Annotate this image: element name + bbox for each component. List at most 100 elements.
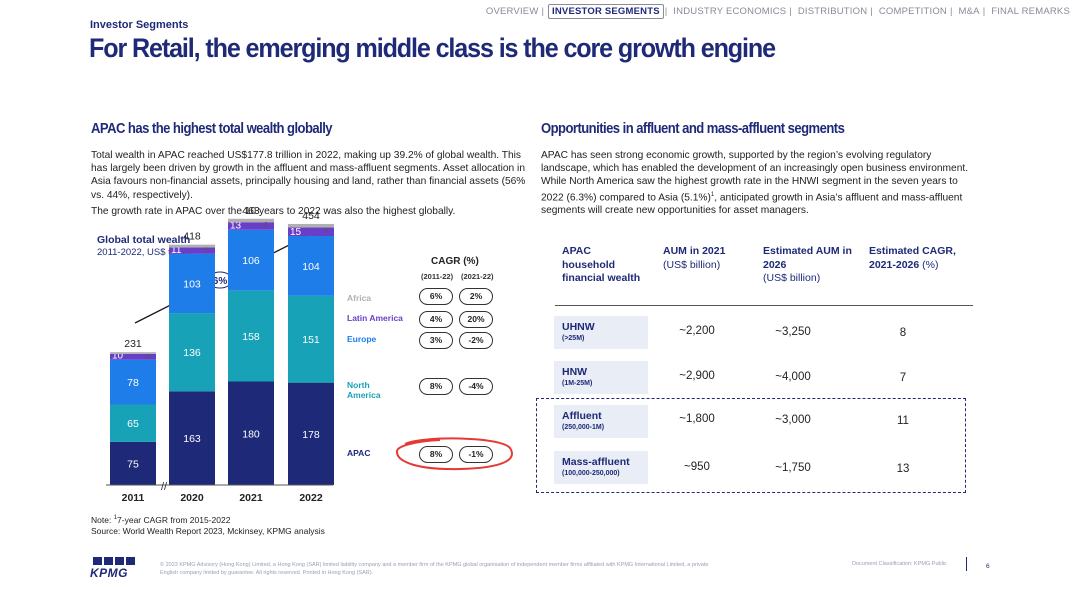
bar-value-europe-2021: 106 (242, 255, 260, 267)
uhnw-aum-2021: ~2,200 (679, 325, 715, 337)
nav-industry-economics[interactable]: INDUSTRY ECONOMICS (673, 6, 787, 17)
cagr-europe-2021-22: -2% (459, 332, 493, 349)
bar-segment-north-america-2020 (169, 313, 215, 392)
table-row-uhnw-label: UHNW (>25M) (554, 316, 648, 349)
bar-segment-apac-2011 (110, 441, 156, 485)
bar-segment-latin-america-2020 (169, 247, 215, 254)
segment-range: (>25M) (562, 335, 585, 342)
nav-separator: | (541, 6, 545, 17)
apac-highlight-circle (396, 437, 513, 471)
nav-separator: | (949, 6, 953, 17)
cagr-europe-2011-22: 3% (419, 332, 453, 349)
right-heading: Opportunities in affluent and mass-afflu… (541, 121, 845, 137)
segment-name: HNW (562, 366, 588, 378)
table-header-aum-2021-label: AUM in 2021 (663, 245, 726, 257)
nav-m-and-a[interactable]: M&A (958, 6, 980, 17)
affluent-cagr: 11 (897, 415, 909, 427)
segment-range: (1M-25M) (562, 380, 593, 387)
nav-distribution[interactable]: DISTRIBUTION (797, 6, 868, 17)
cagr-col1-label: (2011-22) (421, 272, 454, 281)
nav-final-remarks[interactable]: FINAL REMARKS (991, 6, 1070, 17)
right-paragraph: APAC has seen strong economic growth, su… (541, 149, 977, 217)
legend-apac: APAC (347, 448, 371, 458)
chart-source: Source: World Wealth Report 2023, Mckins… (91, 526, 325, 536)
segment-range: (100,000-250,000) (562, 470, 620, 477)
bar-segment-africa-2020 (169, 244, 215, 248)
nav-competition[interactable]: COMPETITION (878, 6, 947, 17)
legend-europe: Europe (347, 334, 377, 344)
hnw-aum-2026: ~4,000 (775, 371, 811, 383)
note-text: 7-year CAGR from 2015-2022 (117, 515, 231, 525)
cagr-title: CAGR (%) (431, 256, 479, 267)
mass-affluent-aum-2021: ~950 (684, 461, 710, 473)
bar-value-africa-2011: 3 (146, 354, 150, 361)
bar-segment-latin-america-2022 (288, 227, 334, 237)
bar-value-apac-2020: 163 (183, 433, 201, 445)
bar-segment-latin-america-2021 (228, 222, 274, 230)
right-paragraph-main: APAC has seen strong economic growth, su… (541, 150, 969, 203)
nav-separator: | (982, 6, 986, 17)
top-navigation: OVERVIEW | INVESTOR SEGMENTS | INDUSTRY EC… (484, 4, 1072, 19)
logo-text: KPMG (90, 566, 128, 580)
document-classification: Document Classification: KPMG Public (852, 561, 947, 567)
cagr-africa-2011-22: 6% (419, 288, 453, 305)
growth-label: 6% (213, 276, 228, 287)
bar-segment-apac-2021 (228, 381, 274, 485)
table-header-cagr-unit: (%) (922, 258, 939, 271)
left-paragraph-1: Total wealth in APAC reached US$177.8 tr… (91, 150, 526, 201)
bar-value-africa-2022: 6 (324, 227, 328, 234)
cagr-latam-2011-22: 4% (419, 311, 453, 328)
bar-segment-africa-2021 (228, 218, 274, 223)
footer-divider (966, 557, 967, 571)
right-paragraph-tail: , anticipated growth in Asia’s affluent … (541, 192, 963, 217)
table-header-aum-2026: Estimated AUM in 2026 (US$ billion) (763, 245, 853, 286)
bar-segment-europe-2011 (110, 359, 156, 405)
bar-value-latin-america-2020: 11 (171, 245, 182, 256)
bar-value-europe-2020: 103 (183, 278, 201, 290)
uhnw-aum-2026: ~3,250 (775, 326, 811, 338)
section-label: Investor Segments (90, 19, 189, 31)
cagr-apac-2011-22: 8% (419, 446, 453, 463)
bar-segment-europe-2022 (288, 236, 334, 296)
note-prefix: Note: (91, 515, 112, 525)
bar-value-apac-2021: 180 (242, 428, 260, 440)
left-heading: APAC has the highest total wealth global… (91, 121, 333, 137)
bar-value-north-america-2011: 65 (127, 418, 139, 430)
bar-value-apac-2011: 75 (127, 458, 139, 470)
bar-value-apac-2022: 178 (302, 429, 320, 441)
table-header-segment: APAC household financial wealth (562, 245, 641, 284)
bar-value-africa-2020: 5 (205, 248, 209, 255)
bar-segment-apac-2022 (288, 382, 334, 485)
bar-value-north-america-2020: 136 (183, 347, 201, 359)
logo-blocks-icon (93, 557, 135, 565)
affluent-aum-2026: ~3,000 (775, 414, 811, 426)
nav-overview[interactable]: OVERVIEW (485, 6, 539, 17)
hnw-aum-2021: ~2,900 (679, 370, 715, 382)
left-body: Total wealth in APAC reached US$177.8 tr… (91, 149, 527, 221)
chart-subtitle: 2011-2022, US$ trillion (97, 247, 193, 258)
legend-north-america: North America (347, 380, 381, 400)
table-row-affluent-label: Affluent (250,000-1M) (554, 405, 648, 438)
x-tick-label-2011: 2011 (122, 492, 145, 504)
chart-title: Global total wealth (97, 234, 191, 246)
segment-name: Mass-affluent (562, 456, 630, 468)
mass-affluent-cagr: 13 (896, 463, 910, 475)
chart-note: Note: 17-year CAGR from 2015-2022 (91, 515, 230, 525)
nav-investor-segments[interactable]: INVESTOR SEGMENTS (548, 4, 664, 19)
bar-total-2022: 454 (302, 210, 320, 222)
legal-footer: © 2023 KPMG Advisory (Hong Kong) Limited… (160, 562, 709, 576)
bar-segment-north-america-2021 (228, 290, 274, 382)
cagr-apac-2021-22: -1% (459, 446, 493, 463)
hnw-cagr: 7 (899, 372, 907, 384)
bar-segment-apac-2020 (169, 391, 215, 485)
segment-name: UHNW (562, 321, 595, 333)
legend-africa: Africa (347, 293, 372, 303)
left-paragraph-2: The growth rate in APAC over the 10 year… (91, 205, 456, 217)
nav-separator: | (870, 6, 873, 17)
bar-value-latin-america-2011: 10 (112, 351, 124, 362)
bar-value-latin-america-2021: 13 (230, 221, 242, 232)
cagr-north-america-2011-22: 8% (419, 378, 453, 395)
nav-separator: | (789, 6, 793, 17)
segment-name: Affluent (562, 410, 602, 422)
table-row-hnw-label: HNW (1M-25M) (554, 361, 648, 394)
